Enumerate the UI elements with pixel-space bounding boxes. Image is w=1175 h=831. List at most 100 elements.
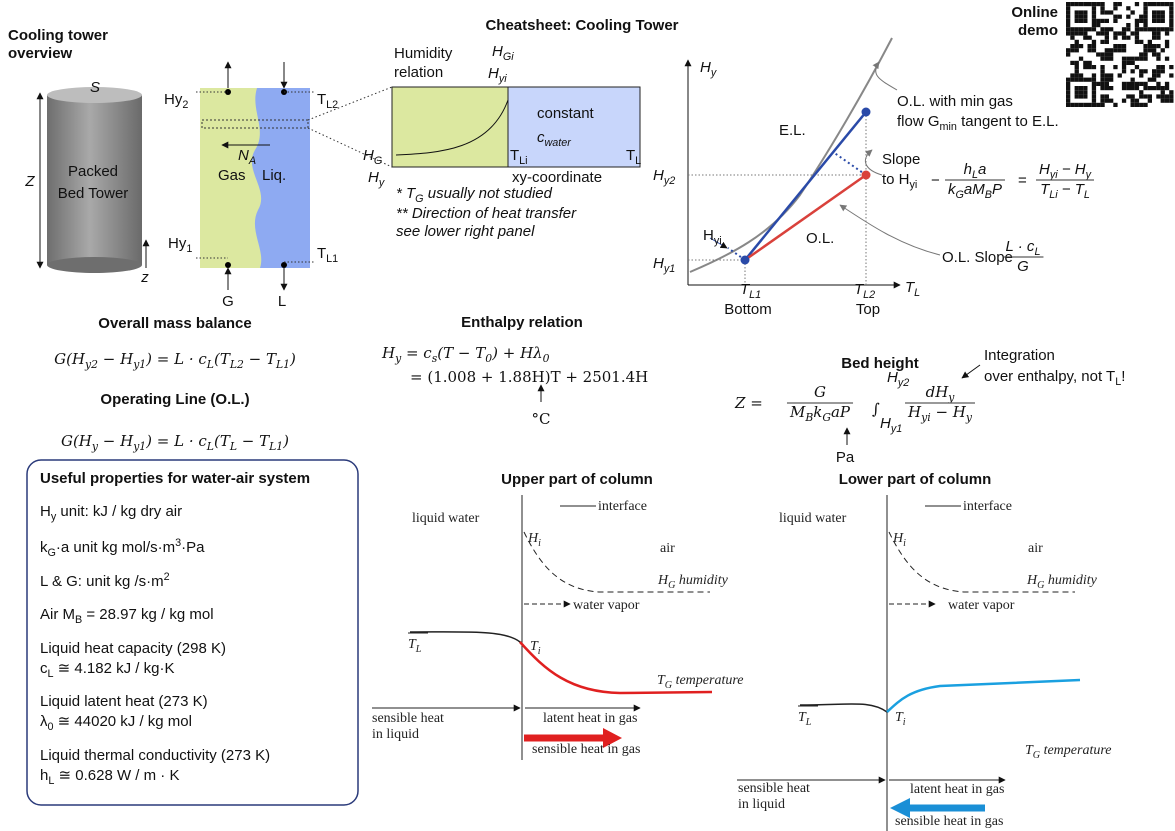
text-run: L2 bbox=[863, 289, 875, 301]
text-run: H bbox=[880, 415, 891, 432]
text-run: H bbox=[700, 59, 711, 76]
qr-cell bbox=[1079, 19, 1083, 23]
text-run: G bbox=[415, 193, 423, 205]
text-run: tangent to E.L. bbox=[957, 113, 1059, 130]
qr-cell bbox=[1135, 36, 1139, 40]
operator: = bbox=[1018, 172, 1027, 189]
qr-cell bbox=[1092, 78, 1096, 82]
text-run: G bbox=[374, 155, 382, 167]
qr-cell bbox=[1066, 103, 1070, 107]
label: HG bbox=[363, 147, 382, 167]
qr-cell bbox=[1152, 73, 1156, 77]
label: z bbox=[140, 269, 149, 286]
text-run: over enthalpy, not T bbox=[984, 368, 1115, 385]
qr-cell bbox=[1113, 65, 1117, 69]
qr-cell bbox=[1092, 82, 1096, 86]
scan-text: liquid water bbox=[779, 511, 847, 526]
qr-cell bbox=[1161, 19, 1165, 23]
qr-cell bbox=[1092, 40, 1096, 44]
qr-cell bbox=[1105, 86, 1109, 90]
qr-cell bbox=[1113, 31, 1117, 35]
qr-cell bbox=[1148, 27, 1152, 31]
qr-cell bbox=[1100, 2, 1104, 6]
text-run: 0 bbox=[543, 352, 550, 365]
qr-cell bbox=[1066, 6, 1070, 10]
text-run: ) + Hλ bbox=[491, 344, 543, 362]
qr-cell bbox=[1156, 31, 1160, 35]
property: kG·a unit kg mol/s·m3·Pa bbox=[40, 537, 205, 559]
qr-cell bbox=[1165, 27, 1169, 31]
label: Hy2 bbox=[653, 167, 675, 187]
qr-cell bbox=[1100, 78, 1104, 82]
text-run: L1 bbox=[749, 289, 761, 301]
text-run: L1 bbox=[275, 358, 290, 371]
qr-cell bbox=[1139, 90, 1143, 94]
qr-cell bbox=[1075, 31, 1079, 35]
text-run: ! bbox=[1121, 368, 1125, 385]
text-run: min bbox=[940, 121, 957, 133]
cheatsheet: Cheatsheet: Cooling TowerOnlinedemoCooli… bbox=[0, 0, 1175, 831]
qr-cell bbox=[1092, 6, 1096, 10]
text-run: ) = L · c bbox=[145, 432, 207, 450]
qr-cell bbox=[1109, 48, 1113, 52]
text-run: unit: kJ / kg dry air bbox=[56, 503, 182, 520]
qr-cell bbox=[1118, 73, 1122, 77]
annotation: Integration bbox=[984, 347, 1055, 364]
qr-cell bbox=[1135, 40, 1139, 44]
qr-cell bbox=[1135, 86, 1139, 90]
qr-cell bbox=[1070, 2, 1074, 6]
denominator: MBkGaP bbox=[789, 403, 851, 424]
qr-cell bbox=[1143, 6, 1147, 10]
qr-cell bbox=[1152, 36, 1156, 40]
qr-cell bbox=[1075, 48, 1079, 52]
qr-cell bbox=[1083, 86, 1087, 90]
label: TL1 bbox=[317, 245, 338, 265]
qr-cell bbox=[1126, 27, 1130, 31]
qr-cell bbox=[1100, 103, 1104, 107]
qr-cell bbox=[1143, 23, 1147, 27]
text-run: flow G bbox=[897, 113, 940, 130]
qr-cell bbox=[1075, 44, 1079, 48]
text-run: Hy bbox=[164, 91, 183, 108]
qr-cell bbox=[1070, 27, 1074, 31]
denominator: TLi − TL bbox=[1040, 181, 1090, 201]
qr-cell bbox=[1075, 61, 1079, 65]
qr-cell bbox=[1075, 86, 1079, 90]
qr-cell bbox=[1109, 86, 1113, 90]
text-run: L bbox=[415, 644, 422, 655]
qr-cell bbox=[1079, 27, 1083, 31]
qr-cell bbox=[1131, 103, 1135, 107]
qr-cell bbox=[1092, 2, 1096, 6]
qr-cell bbox=[1148, 94, 1152, 98]
text-run: G(H bbox=[61, 432, 93, 450]
qr-cell bbox=[1126, 23, 1130, 27]
qr-cell bbox=[1131, 78, 1135, 82]
qr-cell bbox=[1122, 57, 1126, 61]
text-run: L bbox=[206, 440, 214, 453]
qr-cell bbox=[1070, 78, 1074, 82]
text-run: aP bbox=[831, 403, 851, 421]
text-run: i bbox=[538, 538, 541, 549]
text-run: Air M bbox=[40, 606, 75, 623]
qr-cell bbox=[1156, 57, 1160, 61]
scan-text: TG temperature bbox=[657, 673, 744, 691]
qr-cell bbox=[1122, 31, 1126, 35]
text-run: L1 bbox=[268, 440, 283, 453]
demo-label: demo bbox=[1018, 22, 1058, 39]
qr-cell bbox=[1100, 65, 1104, 69]
qr-cell bbox=[1100, 27, 1104, 31]
qr-cell bbox=[1126, 94, 1130, 98]
qr-cell bbox=[1126, 15, 1130, 19]
qr-cell bbox=[1105, 52, 1109, 56]
scan-text: latent heat in gas bbox=[543, 711, 637, 726]
label: G bbox=[222, 293, 234, 310]
text-run: H bbox=[363, 147, 374, 164]
qr-cell bbox=[1105, 57, 1109, 61]
qr-cell bbox=[1100, 31, 1104, 35]
property: Liquid heat capacity (298 K) bbox=[40, 640, 226, 657]
qr-cell bbox=[1139, 57, 1143, 61]
label: °C bbox=[532, 410, 551, 428]
qr-cell bbox=[1083, 61, 1087, 65]
qr-cell bbox=[1135, 19, 1139, 23]
scan-text: sensible heat bbox=[738, 781, 810, 796]
